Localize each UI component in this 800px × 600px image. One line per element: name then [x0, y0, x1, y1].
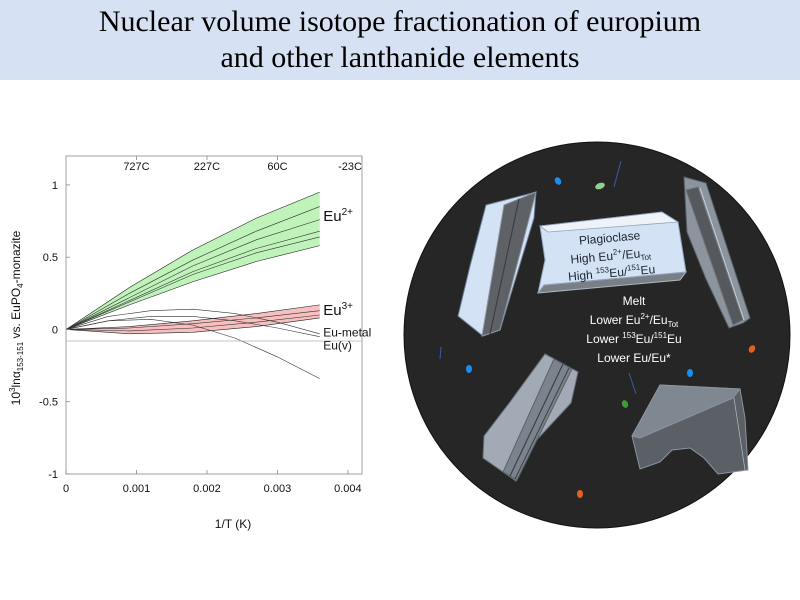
top-axis-temperature-label: 227C [194, 161, 220, 173]
x-axis-label: 1/T (K) [215, 517, 251, 531]
annotation-eu-metal: Eu-metal [323, 326, 371, 340]
series-eu2-a [65, 206, 320, 330]
melt-redox-ratio: Lower Eu2+/EuTot [590, 312, 679, 329]
crystal-left [457, 191, 537, 337]
fractionation-chart: 0 0.001 0.002 0.003 0.004 -1 -0.5 0 0.5 1 727C 227C… [8, 155, 371, 531]
x-tick-label: 0 [63, 483, 69, 495]
y-tick-label: 0.5 [43, 252, 58, 264]
slide-title-line-2: and other lanthanide elements [220, 41, 580, 74]
plagioclase-title: Plagioclase [578, 228, 641, 247]
band-eu2 [66, 192, 320, 330]
y-tick-label: 0 [52, 324, 58, 336]
melt-eu-anomaly: Lower Eu/Eu* [597, 351, 671, 365]
annotation-eu-v: Eu(v) [323, 339, 352, 353]
uncertainty-bands [65, 191, 320, 335]
x-tick-label: 0.002 [193, 483, 221, 495]
x-tick-label: 0.003 [264, 483, 292, 495]
mineral-grains [439, 160, 756, 498]
series-eu3-b [65, 314, 320, 332]
crystal-bottom-right [631, 384, 749, 475]
plagioclase-isotope-ratio: High 153Eu/151Eu [567, 261, 655, 284]
y-axis-label: 103lnα153-151 vs. EuPO4-monazite [8, 230, 25, 405]
plagioclase-crystal [536, 211, 688, 294]
series-eu2-b [65, 219, 320, 330]
x-tick-label: 0.004 [334, 483, 362, 495]
band-lower-eu3 [65, 317, 320, 335]
series-lines [65, 206, 320, 379]
band-upper-eu3 [65, 304, 320, 330]
thin-section-illustration: Plagioclase High Eu2+/EuTot High 153Eu/1… [403, 141, 791, 529]
crystal-bottom-left [482, 353, 579, 482]
slide-title-line-1: Nuclear volume isotope fractionation of … [98, 5, 702, 38]
series-eu2-c [65, 230, 320, 330]
y-tick-label: 1 [52, 180, 58, 192]
band-upper-eu2 [65, 191, 320, 330]
series-eu2-d [65, 236, 320, 330]
title-banner: Nuclear volume isotope fractionation of … [0, 0, 800, 80]
slide-title: Nuclear volume isotope fractionation of … [0, 4, 800, 76]
annotation-eu-3: Eu3+ [323, 301, 353, 319]
melt-label: Melt Lower Eu2+/EuTot Lower 153Eu/151Eu … [586, 294, 681, 365]
crystal-right [683, 176, 751, 329]
melt-isotope-ratio: Lower 153Eu/151Eu [586, 331, 681, 346]
series-eu-v [65, 319, 320, 379]
top-axis-temperature-label: -23C [338, 161, 362, 173]
plagioclase-redox-ratio: High Eu2+/EuTot [570, 244, 652, 268]
top-axis-temperature-label: 727C [123, 161, 149, 173]
y-tick-label: -0.5 [39, 397, 58, 409]
x-tick-label: 0.001 [123, 483, 151, 495]
melt-title: Melt [623, 294, 646, 308]
axis-ticks: 0 0.001 0.002 0.003 0.004 -1 -0.5 0 0.5 1 727C 227C… [39, 156, 363, 495]
band-lower-eu2 [65, 245, 320, 330]
y-tick-label: -1 [48, 469, 58, 481]
series-eu3-a [65, 310, 320, 330]
plagioclase-label: Plagioclase High Eu2+/EuTot High 153Eu/1… [567, 228, 655, 283]
top-axis-temperature-label: 60C [267, 161, 287, 173]
plot-frame [65, 155, 363, 475]
series-eu-metal [65, 308, 320, 335]
annotation-eu-2: Eu2+ [323, 207, 353, 225]
